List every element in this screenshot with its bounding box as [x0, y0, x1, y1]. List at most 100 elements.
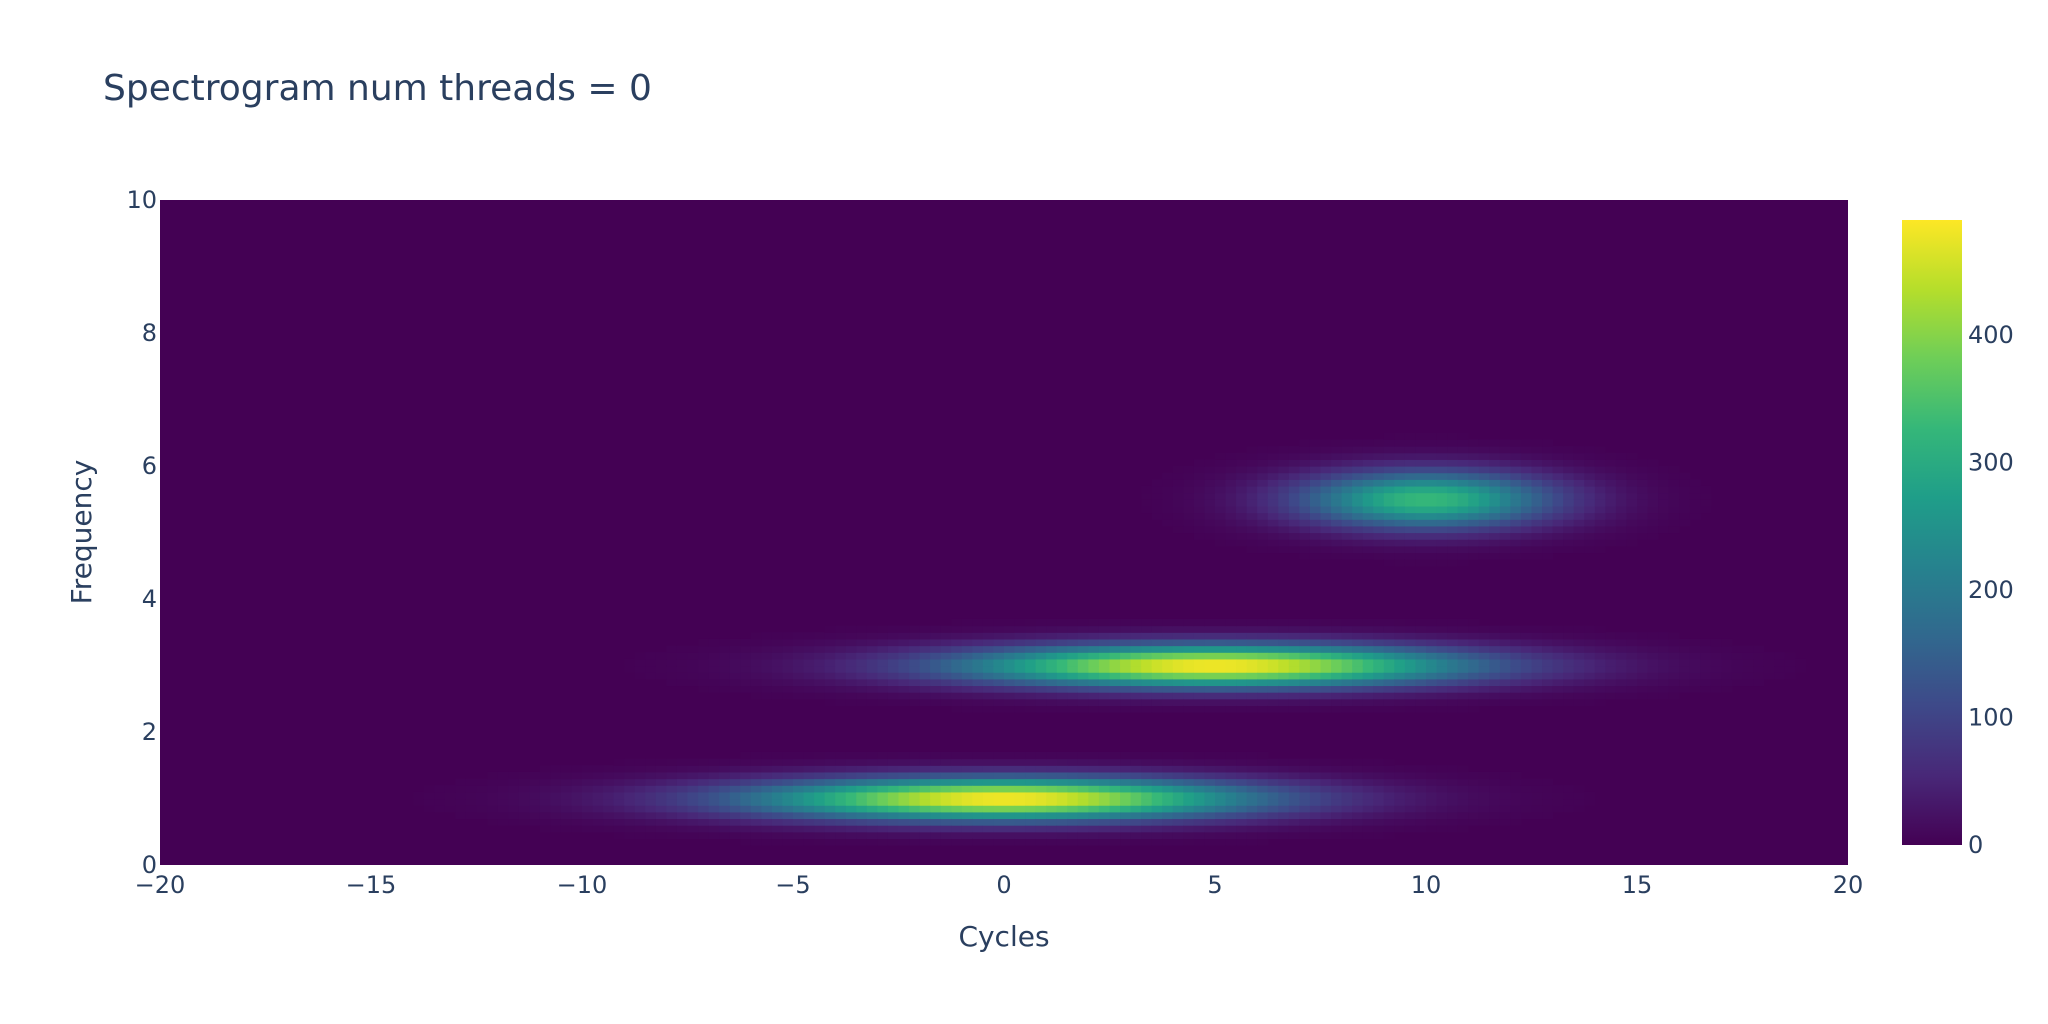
heatmap-cell [1563, 479, 1575, 487]
heatmap-cell [951, 838, 963, 846]
heatmap-cell [1331, 791, 1343, 800]
heatmap-cell [845, 652, 857, 660]
heatmap-cell [1436, 492, 1448, 500]
heatmap-cell [1362, 658, 1374, 667]
heatmap-cell [771, 665, 784, 673]
heatmap-cell [676, 678, 689, 687]
heatmap-cell [1457, 439, 1469, 447]
heatmap-cell [582, 805, 594, 813]
heatmap-cell [1531, 785, 1543, 793]
heatmap-cell [1341, 831, 1353, 839]
heatmap-cell [1320, 805, 1332, 813]
heatmap-cell [919, 785, 931, 793]
heatmap-cell [719, 672, 731, 680]
heatmap-cell [592, 811, 604, 820]
heatmap-cell [1394, 678, 1406, 687]
heatmap-cell [1236, 811, 1248, 820]
heatmap-cell [1215, 539, 1227, 547]
heatmap-cell [1552, 665, 1564, 673]
heatmap-cell [1193, 698, 1206, 706]
heatmap-cell [740, 785, 752, 793]
heatmap-cell [1457, 552, 1469, 560]
heatmap-cell [782, 652, 794, 660]
heatmap-cell [1183, 525, 1195, 534]
heatmap-cell [951, 638, 963, 647]
heatmap-cell [1373, 459, 1385, 467]
heatmap-cell [1362, 705, 1374, 713]
heatmap-cell [729, 771, 741, 780]
heatmap-cell [655, 672, 667, 680]
heatmap-cell [856, 692, 868, 700]
heatmap-cell [1774, 672, 1786, 680]
heatmap-cell [1130, 705, 1142, 713]
heatmap-cell [1563, 652, 1575, 660]
heatmap-cell [634, 765, 646, 773]
heatmap-cell [1542, 778, 1554, 786]
heatmap-cell [845, 672, 857, 680]
heatmap-cell [508, 818, 520, 826]
heatmap-cell [1320, 539, 1332, 547]
heatmap-cell [982, 765, 995, 773]
heatmap-cell [845, 765, 857, 773]
heatmap-cell [1383, 658, 1395, 667]
heatmap-cell [1331, 539, 1343, 547]
heatmap-cell [1468, 625, 1480, 633]
heatmap-cell [1162, 698, 1174, 706]
heatmap-cell [676, 758, 689, 766]
heatmap-cell [1025, 665, 1037, 673]
heatmap-cell [1014, 751, 1026, 760]
heatmap-cell [1426, 685, 1438, 693]
heatmap-cell [1193, 638, 1206, 647]
heatmap-cell [1626, 466, 1638, 474]
heatmap-cell [1436, 512, 1448, 520]
heatmap-cell [1478, 466, 1490, 474]
heatmap-cell [782, 818, 794, 826]
heatmap-cell [1331, 705, 1343, 713]
heatmap-cell [1183, 765, 1195, 773]
heatmap-cell [1172, 645, 1184, 653]
heatmap-cell [1489, 479, 1501, 487]
heatmap-cell [877, 698, 889, 706]
heatmap-cell [1404, 618, 1417, 627]
heatmap-cell [1056, 791, 1068, 800]
heatmap-cell [887, 658, 900, 667]
heatmap-cell [1499, 532, 1511, 540]
heatmap-cell [1352, 545, 1364, 554]
heatmap-cell [676, 765, 689, 773]
heatmap-cell [1352, 466, 1364, 474]
heatmap-cell [1373, 765, 1385, 773]
heatmap-cell [1637, 499, 1649, 507]
heatmap-cell [1320, 758, 1332, 766]
heatmap-cell [1362, 672, 1374, 680]
heatmap-cell [455, 811, 467, 820]
heatmap-cell [1394, 479, 1406, 487]
heatmap-cell [1162, 785, 1174, 793]
heatmap-cell [1309, 685, 1322, 693]
heatmap-cell [1352, 499, 1364, 507]
heatmap-cell [1067, 645, 1079, 653]
heatmap-cell [476, 778, 488, 786]
heatmap-cell [719, 831, 731, 839]
heatmap-cell [1520, 638, 1533, 647]
heatmap-cell [666, 778, 678, 786]
heatmap-cell [750, 692, 762, 700]
heatmap-cell [1362, 499, 1374, 507]
heatmap-cell [1172, 765, 1184, 773]
heatmap-cell [1193, 751, 1206, 760]
heatmap-cell [1510, 459, 1522, 467]
heatmap-cell [1246, 838, 1258, 846]
heatmap-cell [518, 805, 530, 813]
heatmap-cell [1204, 665, 1216, 673]
heatmap-cell [1426, 625, 1438, 633]
heatmap-cell [887, 685, 900, 693]
heatmap-cell [1215, 512, 1227, 520]
heatmap-cell [1120, 798, 1132, 806]
heatmap-cell [1499, 499, 1511, 507]
heatmap-cell [1679, 658, 1691, 667]
heatmap-cell [1004, 658, 1016, 667]
heatmap-cell [560, 778, 573, 786]
heatmap-cell [1615, 452, 1628, 460]
heatmap-cell [1563, 485, 1575, 494]
heatmap-cell [972, 705, 984, 713]
heatmap-cell [1637, 492, 1649, 500]
